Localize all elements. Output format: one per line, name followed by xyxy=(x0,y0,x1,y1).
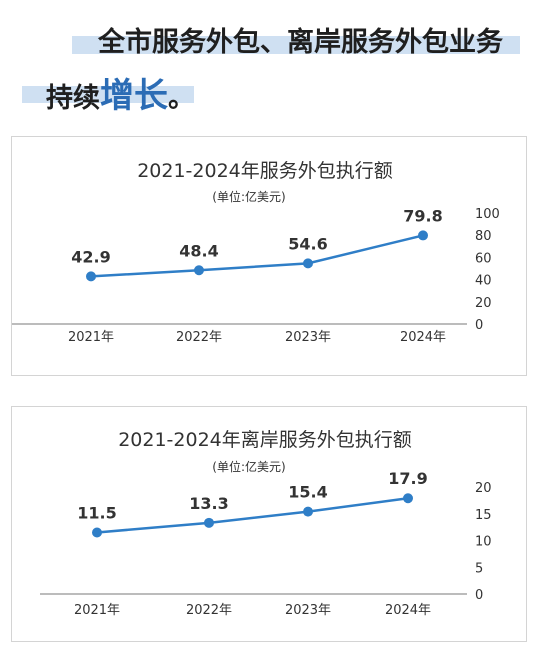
headline-accent-word: 增长 xyxy=(100,76,168,116)
y-tick-label: 0 xyxy=(475,588,483,603)
data-point xyxy=(418,230,428,241)
chart-panel-service-outsourcing: 2021-2024年服务外包执行额 (单位:亿美元) 0 20 40 60 80 100 202… xyxy=(11,136,527,376)
x-tick-label: 2024年 xyxy=(400,330,446,345)
data-point xyxy=(194,265,204,276)
data-label: 11.5 xyxy=(77,503,116,522)
line-chart-offshore-outsourcing: 2021-2024年离岸服务外包执行额 (单位:亿美元) 0 5 10 15 20 2021年… xyxy=(40,429,492,618)
data-label: 15.4 xyxy=(288,483,327,502)
y-tick-label: 10 xyxy=(475,535,492,550)
chart-title: 2021-2024年离岸服务外包执行额 xyxy=(118,429,412,451)
data-label: 48.4 xyxy=(179,241,218,260)
x-tick-label: 2023年 xyxy=(285,330,331,345)
y-tick-label: 60 xyxy=(475,251,492,266)
y-tick-label: 100 xyxy=(475,207,500,222)
series-line xyxy=(96,496,409,534)
y-tick-label: 40 xyxy=(475,274,492,289)
data-point xyxy=(92,527,102,538)
y-tick-label: 0 xyxy=(475,318,483,333)
data-point xyxy=(303,506,313,517)
headline-highlight-bar xyxy=(72,36,520,54)
headline-line-1: 全市服务外包、离岸服务外包业务 xyxy=(98,27,503,58)
series-line xyxy=(90,234,424,278)
data-label: 79.8 xyxy=(403,206,442,225)
x-tick-label: 2021年 xyxy=(68,330,114,345)
x-tick-label: 2022年 xyxy=(186,603,232,618)
data-point xyxy=(303,258,313,269)
chart-title: 2021-2024年服务外包执行额 xyxy=(137,160,393,182)
headline: 全市服务外包、离岸服务外包业务 持续增长。 xyxy=(0,0,538,120)
y-tick-label: 80 xyxy=(475,229,492,244)
headline-highlight-bar xyxy=(22,86,194,103)
x-tick-label: 2024年 xyxy=(385,603,431,618)
data-point xyxy=(86,271,96,282)
headline-line-2: 持续增长。 xyxy=(46,68,195,117)
chart-subtitle: (单位:亿美元) xyxy=(212,189,285,204)
headline-line-2-suffix: 。 xyxy=(168,83,195,114)
y-tick-label: 15 xyxy=(475,508,492,523)
x-tick-label: 2022年 xyxy=(176,330,222,345)
line-chart-service-outsourcing: 2021-2024年服务外包执行额 (单位:亿美元) 0 20 40 60 80 100 202… xyxy=(12,160,500,345)
data-label: 54.6 xyxy=(288,234,327,253)
x-tick-label: 2023年 xyxy=(285,603,331,618)
data-point xyxy=(204,517,214,528)
chart-panel-offshore-outsourcing: 2021-2024年离岸服务外包执行额 (单位:亿美元) 0 5 10 15 20 2021年… xyxy=(11,406,527,642)
data-label: 17.9 xyxy=(388,469,427,488)
data-point xyxy=(403,493,413,504)
x-tick-label: 2021年 xyxy=(74,603,120,618)
y-tick-label: 5 xyxy=(475,561,483,576)
chart-subtitle: (单位:亿美元) xyxy=(212,459,285,474)
headline-line-2-prefix: 持续 xyxy=(46,83,100,114)
data-label: 42.9 xyxy=(71,247,110,266)
y-tick-label: 20 xyxy=(475,296,492,311)
data-label: 13.3 xyxy=(189,494,228,513)
y-tick-label: 20 xyxy=(475,481,492,496)
